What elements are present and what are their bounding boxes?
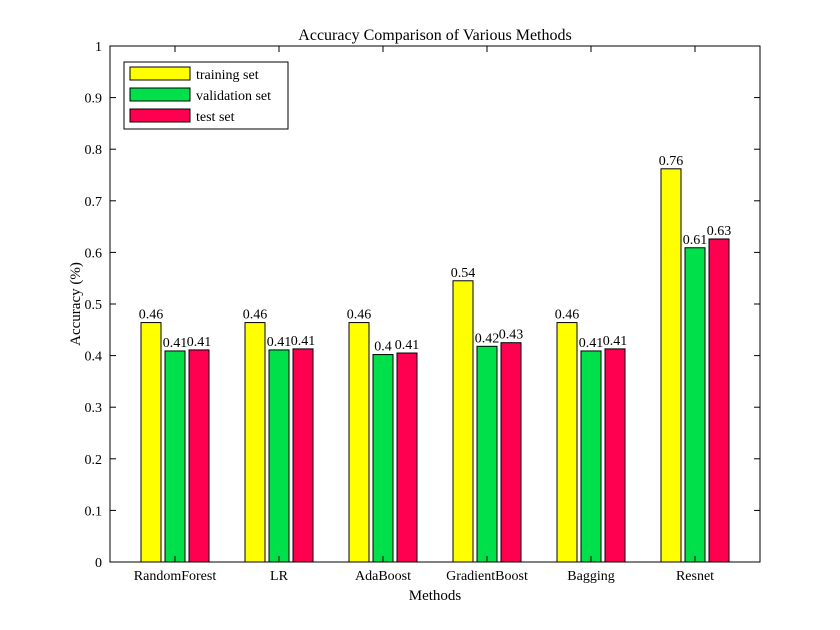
y-axis: 0 0.1 0.2 0.3 0.4 0.5 0.6 0.7 0.8 0.9 1 xyxy=(85,40,760,571)
data-label: 0.43 xyxy=(499,328,524,343)
y-tick-label: 0.8 xyxy=(85,143,103,158)
data-label: 0.41 xyxy=(395,338,420,353)
legend-label: test set xyxy=(196,110,235,125)
legend: training set validation set test set xyxy=(123,61,289,130)
bar-validation-set-adaboost xyxy=(372,354,394,563)
data-label: 0.41 xyxy=(163,336,188,351)
y-tick-label: 0.5 xyxy=(85,298,103,313)
data-label: 0.46 xyxy=(243,308,268,323)
bar-training-set-resnet xyxy=(660,168,682,563)
bar-validation-set-resnet xyxy=(684,247,706,563)
legend-label: training set xyxy=(196,68,259,83)
chart-title: Accuracy Comparison of Various Methods xyxy=(298,27,571,44)
data-label: 0.41 xyxy=(187,335,212,350)
bar-test-set-gradientboost xyxy=(500,342,522,563)
y-axis-label: Accuracy (%) xyxy=(68,262,84,346)
legend-swatch xyxy=(129,66,191,81)
bar-validation-set-randomforest xyxy=(164,350,186,563)
x-tick-label: Resnet xyxy=(676,569,714,584)
legend-swatch xyxy=(129,108,191,123)
data-label: 0.41 xyxy=(579,336,604,351)
y-tick-label: 0.9 xyxy=(85,92,103,107)
y-tick-label: 0.7 xyxy=(85,195,103,210)
bar-training-set-lr xyxy=(244,322,266,563)
x-tick-label: Bagging xyxy=(567,569,614,584)
data-label: 0.41 xyxy=(267,335,292,350)
x-tick-label: LR xyxy=(270,569,289,584)
y-tick-label: 1 xyxy=(95,40,102,55)
bar-validation-set-gradientboost xyxy=(476,345,498,563)
bars-group xyxy=(140,168,730,563)
y-tick-label: 0.3 xyxy=(85,401,103,416)
x-axis: RandomForest LR AdaBoost GradientBoost Baggi… xyxy=(134,46,714,584)
bar-validation-set-bagging xyxy=(580,350,602,563)
x-tick-label: RandomForest xyxy=(134,569,217,584)
data-label: 0.41 xyxy=(291,334,316,349)
bar-test-set-adaboost xyxy=(396,352,418,563)
bar-test-set-randomforest xyxy=(188,349,210,563)
bar-test-set-resnet xyxy=(708,238,730,563)
bar-test-set-bagging xyxy=(604,348,626,563)
x-tick-label: AdaBoost xyxy=(355,569,411,584)
y-tick-label: 0 xyxy=(95,556,102,571)
data-label: 0.41 xyxy=(603,334,628,349)
legend-swatch xyxy=(129,87,191,102)
bar-training-set-adaboost xyxy=(348,322,370,563)
legend-label: validation set xyxy=(196,89,271,104)
data-label: 0.63 xyxy=(707,224,732,239)
data-labels-group: 0.460.41 0.410.460.41 0.410.460.4 0.410.540… xyxy=(139,154,732,355)
y-tick-label: 0.1 xyxy=(85,504,103,519)
bar-validation-set-lr xyxy=(268,349,290,563)
y-tick-label: 0.2 xyxy=(85,453,103,468)
data-label: 0.76 xyxy=(659,154,684,169)
data-label: 0.61 xyxy=(683,233,708,248)
data-label: 0.46 xyxy=(347,308,372,323)
data-label: 0.46 xyxy=(555,308,580,323)
data-label: 0.46 xyxy=(139,308,164,323)
y-tick-label: 0.6 xyxy=(85,246,103,261)
bar-training-set-bagging xyxy=(556,322,578,563)
data-label: 0.4 xyxy=(374,340,392,355)
y-tick-label: 0.4 xyxy=(85,350,103,365)
data-label: 0.42 xyxy=(475,331,500,346)
data-label: 0.54 xyxy=(451,266,476,281)
bar-test-set-lr xyxy=(292,348,314,563)
x-axis-label: Methods xyxy=(409,588,462,604)
bar-training-set-randomforest xyxy=(140,322,162,563)
bar-training-set-gradientboost xyxy=(452,280,474,563)
x-tick-label: GradientBoost xyxy=(446,569,528,584)
